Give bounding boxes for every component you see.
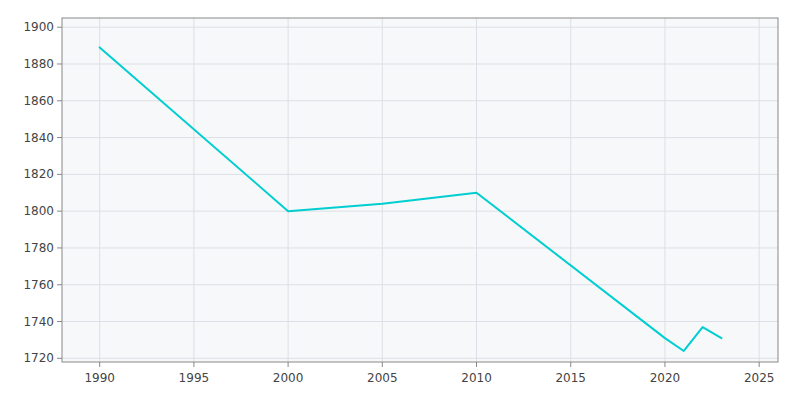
y-grid-line	[62, 284, 778, 285]
x-tick-label: 1995	[179, 371, 210, 385]
x-tick-label: 2015	[555, 371, 586, 385]
x-tick	[382, 362, 383, 367]
y-grid-line	[62, 137, 778, 138]
x-tick-label: 2020	[650, 371, 681, 385]
y-tick	[57, 247, 62, 248]
y-tick	[57, 137, 62, 138]
x-grid-line	[193, 18, 194, 362]
x-tick	[759, 362, 760, 367]
y-tick-label: 1760	[23, 278, 54, 292]
y-tick-label: 1720	[23, 351, 54, 365]
y-tick	[57, 284, 62, 285]
y-grid-line	[62, 358, 778, 359]
x-grid-line	[759, 18, 760, 362]
y-tick-label: 1840	[23, 131, 54, 145]
data-line	[100, 47, 722, 351]
y-tick	[57, 211, 62, 212]
plot-frame	[62, 18, 778, 362]
x-tick-label: 2010	[461, 371, 492, 385]
chart-container: 1720 1740 1760 1780 1800 1820 1840 1860 1880 1900…	[0, 0, 800, 400]
x-grid-line	[476, 18, 477, 362]
x-grid-line	[570, 18, 571, 362]
y-tick	[57, 100, 62, 101]
x-tick	[288, 362, 289, 367]
y-tick	[57, 321, 62, 322]
y-tick-label: 1780	[23, 241, 54, 255]
x-tick-label: 2000	[273, 371, 304, 385]
y-tick	[57, 63, 62, 64]
x-tick-label: 2025	[744, 371, 775, 385]
y-tick-label: 1880	[23, 57, 54, 71]
data-layer	[100, 47, 722, 351]
y-tick	[57, 358, 62, 359]
x-grid-line	[382, 18, 383, 362]
x-grid-line	[288, 18, 289, 362]
y-grid-line	[62, 100, 778, 101]
y-grid-line	[62, 321, 778, 322]
y-tick-label: 1900	[23, 20, 54, 34]
x-tick	[664, 362, 665, 367]
grid	[57, 18, 778, 367]
y-tick	[57, 174, 62, 175]
y-tick-label: 1820	[23, 167, 54, 181]
x-tick	[193, 362, 194, 367]
x-grid-line	[664, 18, 665, 362]
x-tick	[570, 362, 571, 367]
tick-labels: 1720 1740 1760 1780 1800 1820 1840 1860 1880 1900…	[23, 20, 774, 385]
y-grid-line	[62, 211, 778, 212]
x-tick	[476, 362, 477, 367]
y-tick-label: 1860	[23, 94, 54, 108]
y-tick	[57, 27, 62, 28]
chart-svg: 1720 1740 1760 1780 1800 1820 1840 1860 1880 1900…	[0, 0, 800, 400]
y-grid-line	[62, 247, 778, 248]
y-tick-label: 1740	[23, 315, 54, 329]
x-tick-label: 2005	[367, 371, 398, 385]
y-grid-line	[62, 174, 778, 175]
x-grid-line	[99, 18, 100, 362]
y-grid-line	[62, 63, 778, 64]
plot-background	[62, 18, 778, 362]
x-tick-label: 1990	[84, 371, 115, 385]
x-tick	[99, 362, 100, 367]
y-grid-line	[62, 27, 778, 28]
y-tick-label: 1800	[23, 204, 54, 218]
